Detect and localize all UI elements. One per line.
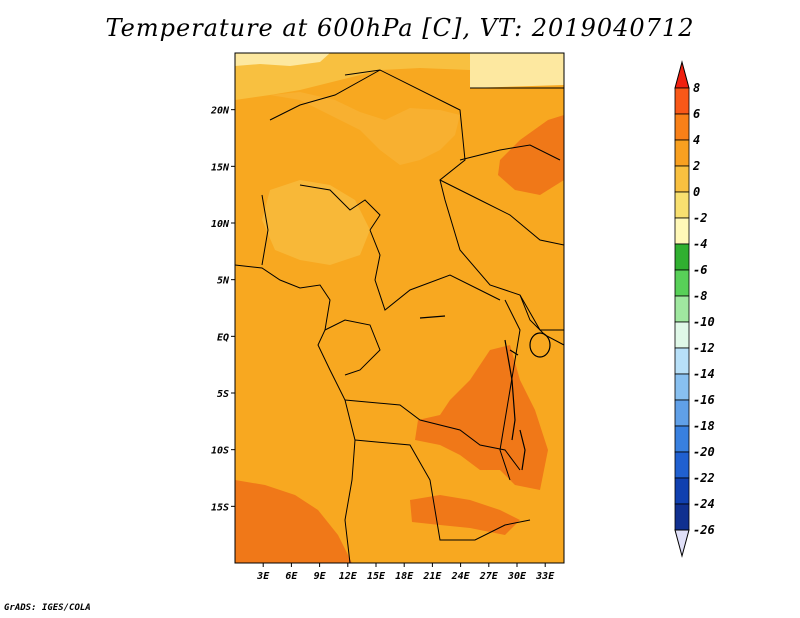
- colorbar-label: -16: [693, 393, 715, 407]
- colorbar-swatch: [674, 477, 690, 505]
- colorbar-swatch: [674, 269, 690, 297]
- colorbar: 8 6 4 2 0 -2 -4 -6 -8 -10 -12 -14 -16 -18 -20 -22 -24 -26: [674, 60, 715, 558]
- lat-tick-label: 15S: [211, 502, 229, 513]
- lon-tick-label: 9E: [314, 571, 327, 582]
- colorbar-label: -4: [693, 237, 707, 251]
- warm-region-east-a: [498, 115, 564, 195]
- grads-credit: GrADS: IGES/COLA: [4, 603, 91, 613]
- lon-tick-label: 18E: [395, 571, 414, 582]
- lon-tick-label: 27E: [479, 571, 499, 582]
- latitude-axis: 20N 15N 10N 5N EQ 5S 10S 15S: [210, 106, 235, 513]
- colorbar-swatch: [674, 347, 690, 375]
- colorbar-label: 8: [693, 81, 700, 95]
- temperature-field: [235, 53, 564, 563]
- colorbar-swatch: [674, 503, 690, 531]
- colorbar-label: -8: [693, 289, 707, 303]
- cool-region-westafrica: [262, 180, 370, 265]
- colorbar-swatch: [674, 321, 690, 349]
- lake-outlines: [419, 315, 551, 471]
- map-frame: [234, 52, 565, 564]
- lat-tick-label: 15N: [211, 162, 230, 173]
- map-title: Temperature at 600hPa [C], VT: 201904071…: [105, 14, 695, 42]
- lon-tick-label: 21E: [422, 571, 442, 582]
- colorbar-label: -10: [693, 315, 715, 329]
- colorbar-swatch: [674, 399, 690, 427]
- cool-region-sahel: [235, 92, 460, 165]
- colorbar-label: -12: [693, 341, 715, 355]
- colorbar-swatch: [674, 165, 690, 193]
- lon-tick-label: 12E: [339, 571, 358, 582]
- colorbar-top-arrow: [674, 60, 690, 89]
- colorbar-label: -20: [693, 445, 715, 459]
- lon-tick-label: 33E: [535, 571, 555, 582]
- lon-tick-label: 30E: [507, 571, 527, 582]
- colorbar-label: -22: [693, 471, 715, 485]
- lat-tick-label: 20N: [210, 106, 230, 117]
- longitude-axis: 3E 6E 9E 12E 15E 18E 21E 24E 27E 30E 33E: [256, 563, 555, 582]
- colorbar-swatch: [674, 113, 690, 141]
- country-boundaries: [235, 69, 564, 563]
- colorbar-swatch: [674, 87, 690, 115]
- colorbar-label: 0: [693, 185, 700, 199]
- colorbar-label: -2: [693, 211, 707, 225]
- lon-tick-label: 6E: [285, 571, 298, 582]
- colorbar-swatch: [674, 451, 690, 479]
- colorbar-label: -18: [693, 419, 715, 433]
- colorbar-swatch: [674, 139, 690, 167]
- colorbar-swatch: [674, 373, 690, 401]
- lon-tick-label: 3E: [256, 571, 270, 582]
- lat-tick-label: 5N: [217, 276, 230, 287]
- colorbar-label: -24: [693, 497, 715, 511]
- warm-region-southwest: [235, 480, 352, 563]
- colorbar-label: 4: [693, 133, 700, 147]
- cool-region-top-strip: [235, 53, 330, 66]
- lon-tick-label: 15E: [367, 571, 386, 582]
- colorbar-label: -6: [693, 263, 707, 277]
- colorbar-swatch: [674, 243, 690, 271]
- lat-tick-label: 10N: [211, 219, 230, 230]
- colorbar-bottom-arrow: [674, 529, 690, 558]
- colorbar-swatch: [674, 191, 690, 219]
- lat-tick-label: 10S: [211, 446, 229, 457]
- colorbar-label: 6: [693, 107, 700, 121]
- cool-region-top-right: [470, 53, 564, 88]
- lat-tick-label: 5S: [217, 389, 229, 400]
- colorbar-swatch: [674, 295, 690, 323]
- lon-tick-label: 24E: [451, 571, 471, 582]
- colorbar-label: -26: [693, 523, 715, 537]
- warm-region-east-c: [410, 495, 520, 535]
- lat-tick-label: EQ: [217, 332, 229, 343]
- colorbar-swatch: [674, 425, 690, 453]
- colorbar-swatch: [674, 217, 690, 245]
- colorbar-label: 2: [692, 159, 700, 173]
- warm-region-east-b: [415, 345, 548, 490]
- colorbar-label: -14: [693, 367, 715, 381]
